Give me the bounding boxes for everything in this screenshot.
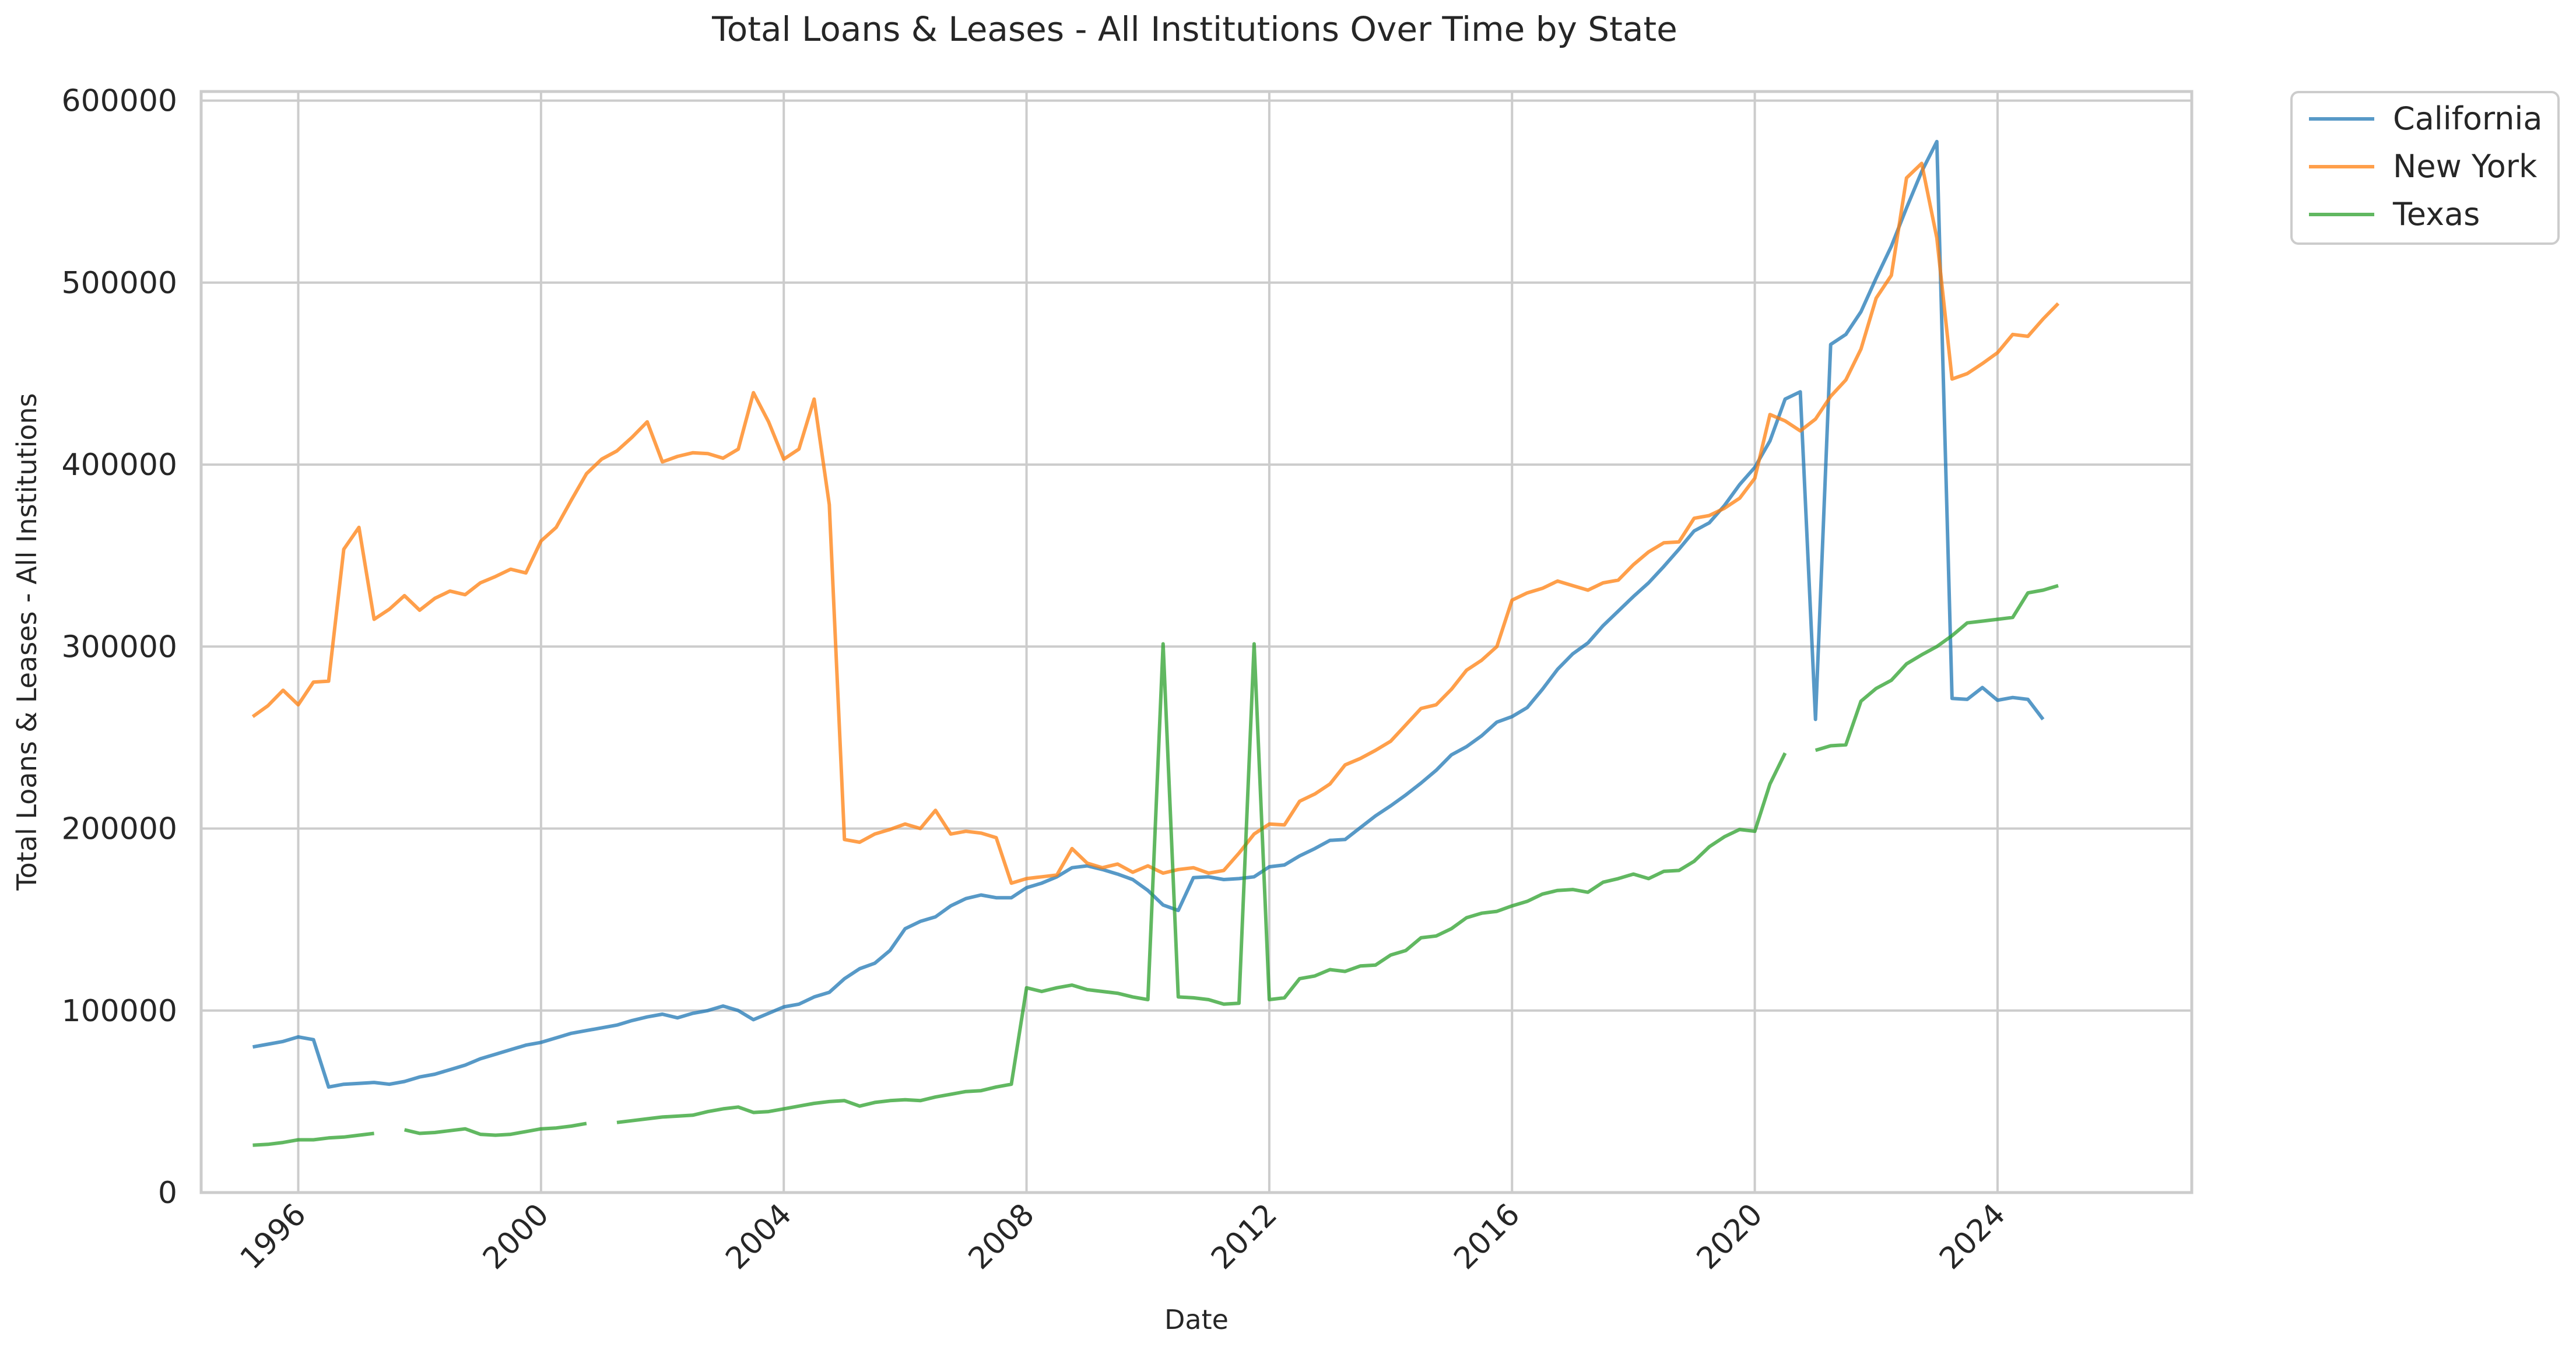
x-tick-label: 1996 <box>234 1197 313 1276</box>
y-axis-ticks: 0 100000 200000 300000 400000 500000 600000 <box>61 84 177 1211</box>
y-tick-label: 0 <box>158 1176 177 1211</box>
legend-label-california: California <box>2393 100 2542 137</box>
legend-label-new-york: New York <box>2393 148 2538 185</box>
series-line-new-york <box>251 161 2060 885</box>
series-line-california <box>252 139 2045 1089</box>
x-tick-label: 2024 <box>1933 1197 2012 1276</box>
x-tick-label: 2004 <box>719 1197 798 1276</box>
x-axis-ticks: 1996 2000 2004 2008 2012 2016 2020 2024 <box>234 1197 2012 1276</box>
y-tick-label: 500000 <box>61 266 177 301</box>
plot-area-frame <box>199 90 2194 1194</box>
series-lines <box>251 139 2060 1147</box>
y-axis-label: Total Loans & Leases - All Institutions <box>11 393 43 891</box>
y-tick-label: 600000 <box>61 84 177 119</box>
legend-frame <box>2290 91 2560 245</box>
x-tick-label: 2008 <box>962 1197 1041 1276</box>
legend-label-texas: Texas <box>2392 196 2480 233</box>
y-tick-label: 400000 <box>61 448 177 483</box>
x-axis-label: Date <box>1164 1304 1229 1335</box>
y-tick-label: 200000 <box>61 812 177 847</box>
y-tick-label: 300000 <box>61 629 177 664</box>
legend: California New York Texas <box>2290 91 2560 245</box>
y-tick-label: 100000 <box>61 994 177 1029</box>
x-tick-label: 2000 <box>476 1197 556 1276</box>
series-line-texas <box>252 583 2059 1147</box>
x-tick-label: 2012 <box>1205 1197 1284 1276</box>
grid-lines <box>201 92 2192 1194</box>
x-tick-label: 2016 <box>1447 1197 1526 1276</box>
x-tick-label: 2020 <box>1690 1197 1770 1276</box>
chart-title: Total Loans & Leases - All Institutions … <box>711 9 1677 49</box>
